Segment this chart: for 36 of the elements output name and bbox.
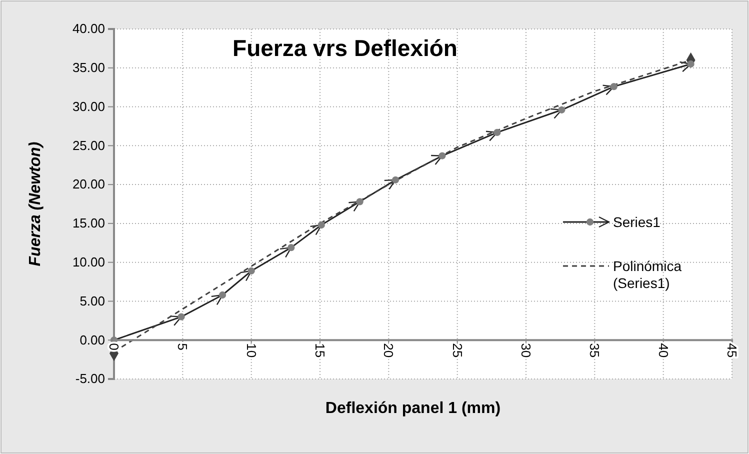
point <box>318 221 325 229</box>
x-tick-label: 0 <box>106 343 122 350</box>
legend-label: Series1 <box>613 214 661 230</box>
point <box>610 82 618 90</box>
point <box>558 106 566 114</box>
x-tick-label: 5 <box>175 343 190 350</box>
x-tick-label: 45 <box>724 343 740 358</box>
point <box>392 176 400 184</box>
x-tick-label: 35 <box>587 343 602 358</box>
y-tick-label: 35.00 <box>72 60 105 76</box>
y-tick-label: 10.00 <box>72 254 105 270</box>
point <box>494 128 501 136</box>
x-tick-label: 20 <box>381 343 396 358</box>
x-tick-label: 40 <box>656 343 671 358</box>
point <box>288 244 295 252</box>
point <box>218 291 226 299</box>
y-tick-label: 30.00 <box>72 98 105 114</box>
y-tick-label: 25.00 <box>72 138 105 153</box>
x-tick-label: 25 <box>450 343 465 358</box>
y-tick-label: 20.00 <box>72 176 105 192</box>
y-tick-label: 5.00 <box>80 293 105 308</box>
point <box>438 152 446 160</box>
chart-title: Fuerza vrs Deflexión <box>232 35 458 61</box>
x-tick-label: 15 <box>312 343 328 358</box>
y-tick-label: -5.00 <box>75 371 105 386</box>
y-tick-label: 0.00 <box>80 332 105 348</box>
legend-label: Polinómica (Series1) <box>613 258 682 291</box>
x-axis-title: Deflexión panel 1 (mm) <box>325 400 501 417</box>
y-tick-label: 15.00 <box>72 216 105 231</box>
y-axis-title: Fuerza (Newton) <box>27 142 44 266</box>
y-tick-label: 40.00 <box>72 21 105 36</box>
point <box>248 267 255 274</box>
point <box>356 198 364 206</box>
x-tick-label: 10 <box>244 343 259 358</box>
point <box>178 313 185 320</box>
x-tick-label: 30 <box>518 343 534 358</box>
